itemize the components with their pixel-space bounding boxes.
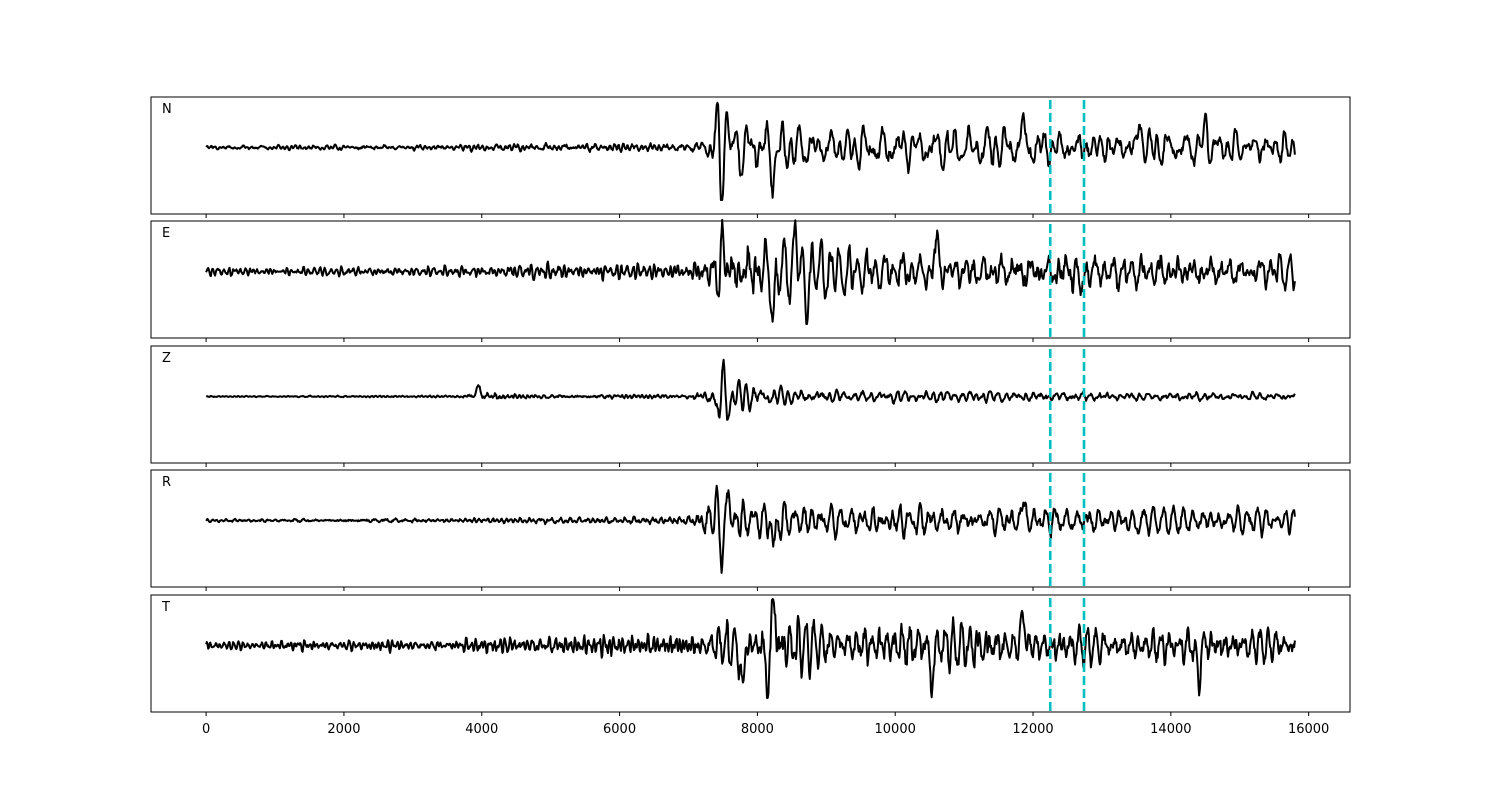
panel-label: N — [162, 102, 172, 117]
x-tick-label: 0 — [202, 722, 210, 737]
x-axis: 0 2000 4000 6000 8000 10000 12000 14000 16000 — [202, 722, 1329, 737]
panel-frame — [150, 345, 1351, 464]
panel-label: R — [162, 475, 171, 490]
panel-frame — [150, 594, 1351, 713]
x-tick-label: 16000 — [1288, 722, 1329, 737]
panel-label: Z — [162, 351, 171, 366]
panel-z: Z — [150, 345, 1351, 467]
waveform-trace — [205, 358, 1296, 421]
x-tick-label: 14000 — [1150, 722, 1191, 737]
panel-frame — [150, 469, 1351, 588]
x-tick-label: 2000 — [327, 722, 360, 737]
waveform-trace — [205, 101, 1296, 201]
panel-n: N — [150, 96, 1351, 218]
panel-label: E — [162, 226, 170, 241]
panel-e: E — [150, 218, 1351, 342]
x-tick-label: 6000 — [603, 722, 636, 737]
panels: N E Z R T — [150, 96, 1351, 716]
x-tick-label: 10000 — [875, 722, 916, 737]
x-tick-label: 8000 — [741, 722, 774, 737]
waveform-trace — [205, 484, 1296, 574]
panel-t: T — [150, 594, 1351, 716]
waveform-trace — [205, 218, 1296, 325]
x-tick-label: 4000 — [465, 722, 498, 737]
panel-r: R — [150, 469, 1351, 591]
panel-frame — [150, 220, 1351, 339]
x-tick-label: 12000 — [1012, 722, 1053, 737]
panel-frame — [150, 96, 1351, 215]
panel-label: T — [161, 600, 170, 615]
waveform-trace — [205, 598, 1296, 699]
